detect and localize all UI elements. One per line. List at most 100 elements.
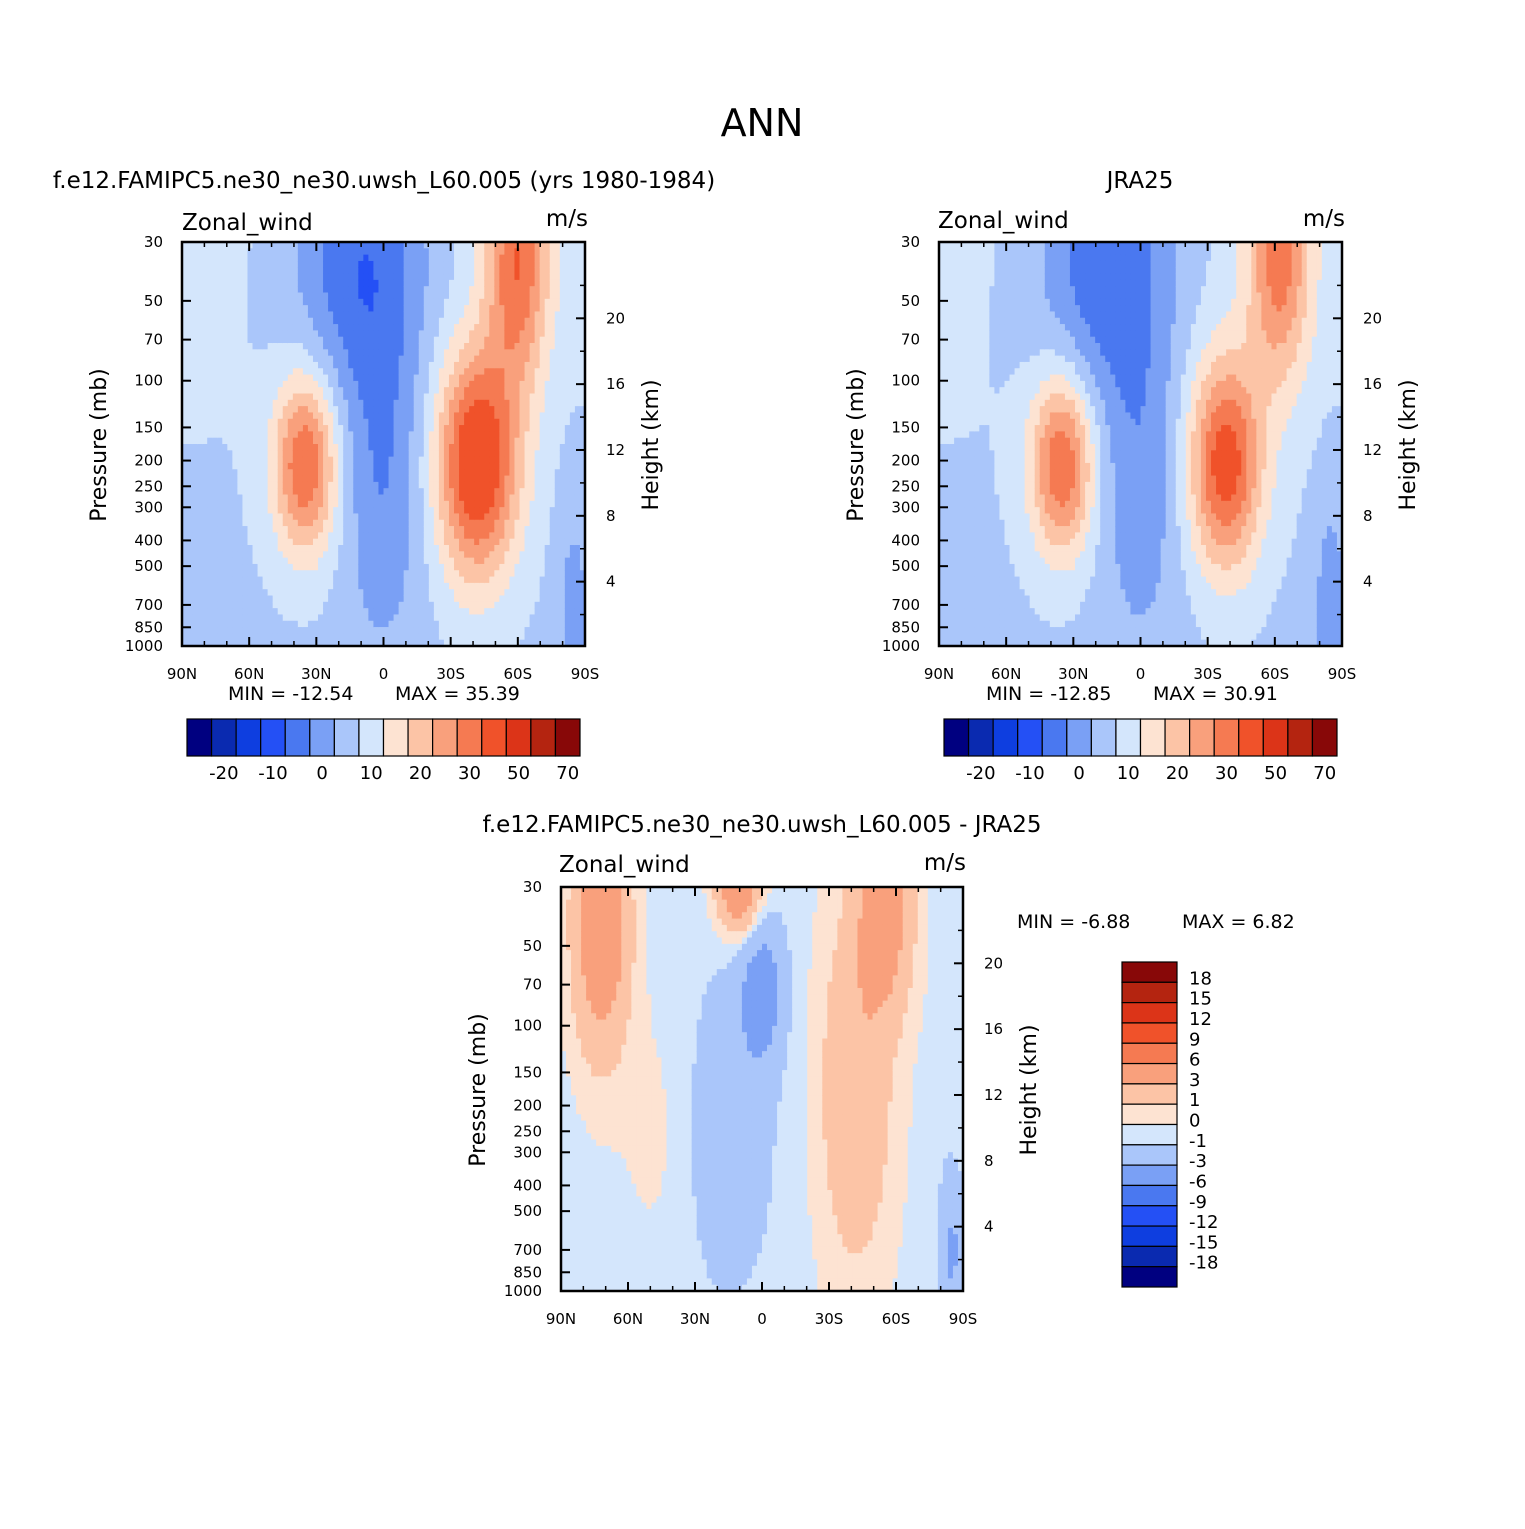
- p1-contour-cell: [232, 475, 239, 483]
- p1-contour-cell: [378, 532, 385, 540]
- p1-contour-cell: [484, 608, 490, 616]
- p1-contour-cell: [242, 513, 249, 521]
- p1-contour-cell: [549, 481, 556, 489]
- p1-contour-cell: [348, 311, 354, 319]
- p1-contour-cell: [182, 627, 188, 634]
- p1-contour-cell: [202, 330, 208, 338]
- p1-contour-cell: [474, 399, 480, 407]
- p1-contour-cell: [443, 305, 450, 313]
- p1-contour-cell: [318, 418, 324, 426]
- p1-contour-cell: [363, 462, 369, 470]
- p1-contour-cell: [428, 456, 435, 464]
- p1-contour-cell: [318, 545, 324, 552]
- p1-contour-cell: [302, 254, 309, 262]
- p1-contour-cell: [564, 425, 571, 432]
- p1-contour-cell: [237, 595, 244, 603]
- p1-contour-cell: [237, 608, 244, 616]
- p1-contour-cell: [222, 526, 228, 533]
- p1-contour-cell: [292, 254, 299, 262]
- p1-contour-cell: [388, 324, 395, 331]
- p1-contour-cell: [312, 582, 319, 590]
- p1-contour-cell: [529, 526, 536, 533]
- p1-contour-cell: [267, 330, 274, 338]
- p1-contour-cell: [348, 292, 354, 300]
- p1-contour-cell: [358, 601, 364, 609]
- p1-contour-cell: [549, 462, 556, 470]
- p1-contour-cell: [272, 627, 279, 634]
- p1-contour-cell: [368, 248, 375, 256]
- p1-contour-cell: [403, 374, 410, 382]
- p1-contour-cell: [383, 431, 390, 439]
- p1-contour-cell: [529, 538, 536, 546]
- p1-contour-cell: [302, 532, 309, 540]
- p1-contour-cell: [459, 260, 465, 268]
- p1-contour-cell: [237, 343, 244, 350]
- p1-contour-cell: [318, 627, 324, 634]
- p1-contour-cell: [192, 267, 198, 275]
- p1-contour-cell: [454, 355, 460, 363]
- p1-contour-cell: [564, 305, 571, 313]
- p1-contour-cell: [237, 450, 244, 458]
- p1-contour-cell: [514, 311, 521, 319]
- p1-contour-cell: [323, 254, 329, 262]
- p1-contour-cell: [323, 305, 329, 313]
- p1-contour-cell: [217, 488, 223, 496]
- p1-contour-cell: [534, 387, 541, 395]
- p1-contour-cell: [393, 570, 400, 578]
- p1-contour-cell: [398, 450, 405, 458]
- p1-contour-cell: [227, 279, 233, 287]
- p1-contour-cell: [559, 336, 566, 344]
- p1-contour-cell: [474, 361, 480, 369]
- p1-contour-cell: [363, 570, 369, 578]
- p1-contour-cell: [383, 387, 390, 395]
- p1-contour-cell: [418, 355, 425, 363]
- p1-contour-cell: [257, 488, 264, 496]
- p1-contour-cell: [328, 311, 334, 319]
- p1-contour-cell: [257, 570, 264, 578]
- p1-contour-cell: [267, 425, 274, 432]
- p1-contour-cell: [398, 563, 405, 571]
- p1-contour-cell: [343, 273, 349, 281]
- p1-contour-cell: [433, 608, 440, 616]
- p1-contour-cell: [307, 633, 314, 641]
- p1-contour-cell: [247, 620, 254, 628]
- p1-contour-cell: [312, 576, 319, 584]
- p1-contour-cell: [504, 488, 511, 496]
- p1-contour-cell: [262, 513, 269, 521]
- p1-contour-cell: [297, 431, 304, 439]
- p1-contour-cell: [489, 399, 495, 407]
- p1-contour-cell: [514, 336, 521, 344]
- p1-contour-cell: [494, 267, 500, 275]
- p1-contour-cell: [534, 462, 541, 470]
- p1-contour-cell: [519, 601, 526, 609]
- p1-contour-cell: [408, 431, 415, 439]
- p1-contour-cell: [232, 551, 239, 559]
- p1-contour-cell: [544, 292, 551, 300]
- p1-contour-cell: [232, 292, 239, 300]
- p1-contour-cell: [423, 462, 430, 470]
- p1-contour-cell: [282, 570, 289, 578]
- p1-contour-cell: [323, 273, 329, 281]
- p1-contour-cell: [509, 380, 516, 388]
- p1-contour-cell: [267, 286, 274, 294]
- p1-contour-cell: [448, 475, 455, 483]
- p1-contour-cell: [489, 355, 495, 363]
- p1-contour-cell: [192, 355, 198, 363]
- p1-contour-cell: [242, 431, 249, 439]
- p1-contour-cell: [469, 425, 475, 432]
- p1-contour-cell: [484, 387, 490, 395]
- p1-contour-cell: [202, 248, 208, 256]
- p1-contour-cell: [227, 311, 233, 319]
- p1-contour-cell: [323, 513, 329, 521]
- p1-contour-cell: [348, 456, 354, 464]
- p1-contour-cell: [544, 582, 551, 590]
- p1-contour-cell: [408, 576, 415, 584]
- p1-contour-cell: [257, 368, 264, 376]
- p1-contour-cell: [257, 311, 264, 319]
- p1-contour-cell: [318, 387, 324, 395]
- p1-contour-cell: [393, 614, 400, 622]
- p1-contour-cell: [212, 343, 218, 350]
- p1-contour-cell: [267, 488, 274, 496]
- p1-contour-cell: [247, 608, 254, 616]
- p1-contour-cell: [182, 374, 188, 382]
